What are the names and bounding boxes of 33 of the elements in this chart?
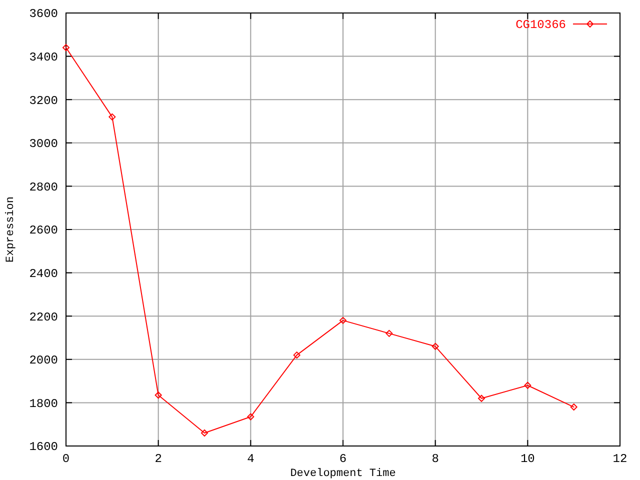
point — [154, 392, 162, 399]
y-tick-label: 3200 — [29, 94, 58, 108]
point — [293, 352, 300, 359]
point — [524, 382, 532, 389]
x-tick-label: 10 — [520, 452, 535, 466]
point — [108, 113, 116, 120]
x-tick-label: 6 — [339, 452, 347, 466]
x-tick-label: 2 — [154, 452, 162, 466]
x-axis-title: Development Time — [290, 468, 396, 480]
point — [201, 430, 208, 437]
x-tick-label: 12 — [612, 452, 628, 466]
y-tick-label: 1800 — [29, 396, 58, 411]
y-axis-title: Expression — [5, 196, 17, 263]
y-tick-label: 2400 — [29, 267, 58, 281]
point — [62, 44, 70, 52]
point — [340, 316, 346, 324]
point — [432, 342, 439, 350]
y-tick-label: 2600 — [29, 224, 58, 238]
point — [247, 413, 254, 420]
y-tick-label: 2800 — [29, 180, 58, 194]
y-tick-label: 2200 — [29, 310, 58, 324]
y-tick-label: 3000 — [29, 137, 58, 152]
y-tick-label: 3400 — [29, 50, 58, 64]
legend-label: CG10366 — [516, 18, 566, 32]
point — [386, 330, 393, 337]
point — [478, 394, 485, 402]
y-tick-label: 1600 — [29, 440, 58, 454]
y-tick-label: 3600 — [29, 7, 58, 22]
y-tick-label: 2000 — [29, 354, 58, 368]
x-tick-label: 8 — [432, 452, 439, 466]
point — [570, 404, 578, 411]
x-tick-label: 0 — [62, 452, 70, 466]
x-tick-label: 4 — [247, 452, 254, 466]
